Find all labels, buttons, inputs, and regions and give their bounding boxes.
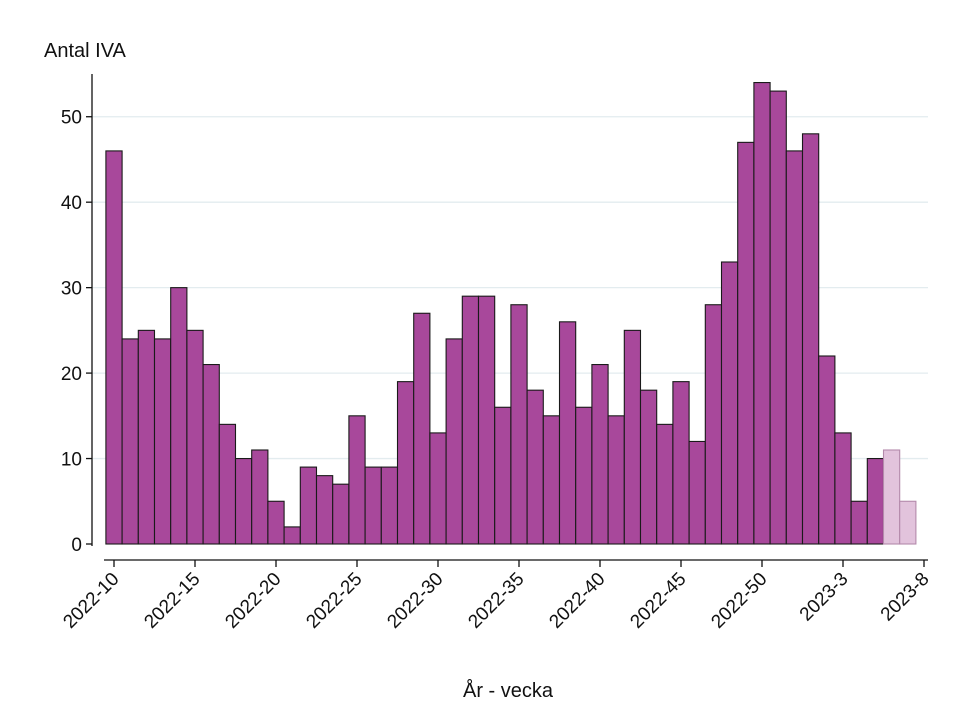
x-tick-label: 2022-35 [464, 569, 528, 633]
bar-2022-44 [656, 423, 674, 545]
bar-2022-23 [315, 475, 334, 545]
x-tick-label: 2022-30 [383, 569, 447, 633]
bar-2022-41 [607, 415, 625, 545]
bar-2022-42 [623, 329, 642, 545]
bar-2022-50 [753, 82, 771, 545]
bar-2022-35 [510, 304, 528, 545]
bar-2023-4 [850, 500, 868, 545]
bar-2022-39 [575, 406, 593, 545]
bar-2022-40 [591, 363, 609, 545]
bar-2022-19 [251, 449, 269, 545]
bar-2022-37 [542, 415, 561, 545]
bar-2022-36 [526, 389, 544, 545]
bar-2022-52 [785, 150, 804, 545]
y-axis-title: Antal IVA [44, 40, 127, 62]
bar-2023-1 [801, 133, 820, 545]
bar-2022-43 [639, 389, 658, 545]
x-tick-label: 2022-10 [59, 569, 123, 633]
x-tick-label: 2023-3 [796, 569, 853, 626]
bar-2022-21 [283, 526, 301, 545]
bar-2022-24 [332, 483, 350, 545]
bar-2022-28 [396, 381, 415, 545]
bar-2023-7 [899, 500, 917, 545]
y-tick-label: 0 [71, 535, 82, 556]
bar-2023-6 [882, 449, 901, 545]
bar-2023-2 [818, 355, 836, 545]
bar-2022-12 [137, 329, 156, 545]
bar-2022-22 [299, 466, 318, 545]
y-tick-label: 20 [61, 364, 82, 385]
bar-2022-47 [704, 304, 723, 545]
bars [105, 82, 917, 545]
bar-2022-10 [105, 150, 123, 545]
x-axis-title: År - vecka [463, 679, 554, 702]
bar-2022-30 [429, 432, 447, 545]
bar-2022-31 [445, 338, 463, 545]
y-tick-label: 10 [61, 450, 82, 471]
bar-2022-48 [720, 261, 739, 545]
bar-2022-14 [170, 287, 188, 545]
bar-2022-32 [461, 295, 480, 545]
bar-2023-5 [866, 457, 885, 545]
bar-2022-16 [202, 363, 220, 545]
x-tick-label: 2022-45 [626, 569, 690, 633]
bar-2022-26 [364, 466, 382, 545]
bar-2022-15 [186, 329, 204, 545]
y-tick-label: 40 [61, 193, 82, 214]
bar-2022-13 [153, 338, 172, 545]
bar-2022-38 [558, 321, 577, 545]
bar-2022-11 [121, 338, 139, 545]
bar-2022-33 [477, 295, 496, 545]
x-tick-label: 2022-15 [140, 569, 204, 633]
y-tick-label: 30 [61, 279, 82, 300]
bar-2022-25 [348, 415, 366, 545]
bar-2022-46 [688, 440, 706, 545]
bar-2022-49 [737, 141, 755, 545]
x-tick-label: 2023-8 [877, 569, 934, 626]
bar-2022-29 [413, 312, 431, 545]
bar-2022-20 [267, 500, 285, 545]
bar-2022-51 [769, 90, 787, 545]
y-tick-label: 50 [61, 108, 82, 129]
x-tick-label: 2022-25 [302, 569, 366, 633]
bar-2022-45 [672, 381, 690, 545]
bar-2022-27 [380, 466, 399, 545]
bar-2023-3 [834, 432, 852, 545]
bar-2022-18 [234, 457, 253, 545]
x-tick-label: 2022-40 [545, 569, 609, 633]
bar-2022-34 [494, 406, 512, 545]
x-tick-label: 2022-20 [221, 569, 285, 633]
x-tick-label: 2022-50 [707, 569, 771, 633]
bar-2022-17 [218, 423, 237, 545]
